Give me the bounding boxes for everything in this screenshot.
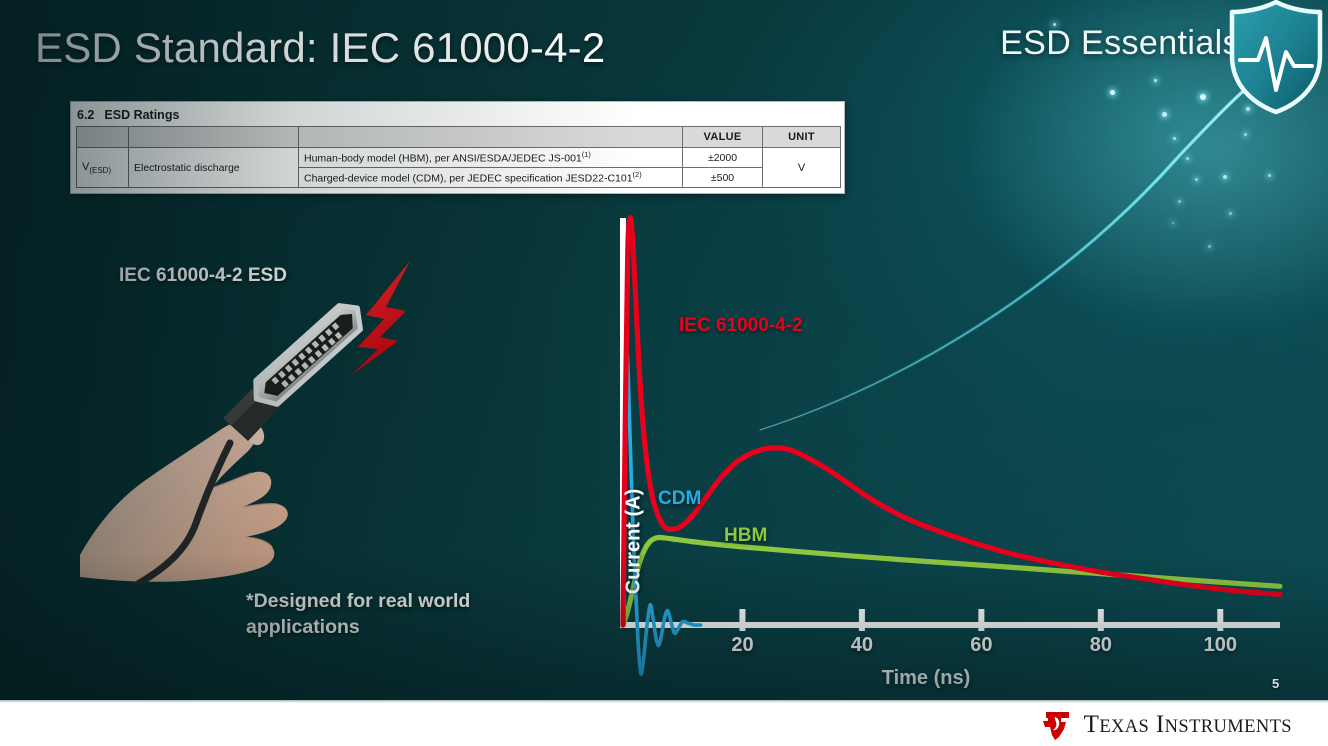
sparkle: [1172, 222, 1174, 224]
chart-series-iec-61000-4-2: [620, 215, 1283, 628]
footnote-marker: (2): [632, 170, 642, 180]
shield-pulse-icon: [1229, 0, 1323, 115]
illustration-label: IEC 61000-4-2 ESD: [119, 265, 287, 286]
hand-holding-hdmi-connector-with-esd-strike: [80, 261, 410, 585]
curve-label-cdm: CDM: [658, 488, 702, 509]
sparkle: [1223, 175, 1227, 179]
cell-unit: V: [762, 146, 841, 189]
page-number: 5: [1272, 676, 1280, 691]
footer-divider: [0, 700, 1328, 703]
chart-series-hbm: [620, 534, 1283, 628]
chart-x-tick-label: 100: [1190, 634, 1250, 657]
sparkle: [1268, 174, 1271, 177]
cell-description-cdm: Charged-device model (CDM), per JEDEC sp…: [298, 167, 683, 189]
section-number: 6.2: [77, 108, 95, 122]
sparkle: [1178, 200, 1181, 203]
footnote-marker: (1): [581, 150, 591, 159]
cell-symbol: V(ESD): [76, 146, 129, 189]
sparkle: [1229, 212, 1232, 215]
ti-word-exas: EXAS: [1099, 717, 1150, 737]
ti-word-t: T: [1083, 711, 1100, 738]
sparkle: [1162, 112, 1167, 117]
header-blank-parameter: [128, 126, 299, 148]
esd-waveform-chart: Current (A) Time (ns) IEC 61000-4-2 CDM …: [566, 200, 1306, 700]
bottom-vignette: [0, 553, 1328, 703]
cell-parameter: Electrostatic discharge: [128, 146, 299, 189]
texas-instruments-wordmark: TEXAS INSTRUMENTS: [1084, 711, 1292, 739]
note-text: *Designed for real world applications: [246, 589, 546, 640]
chart-x-ticks: [739, 609, 1224, 631]
table-header-row: VALUE UNIT: [76, 126, 841, 148]
sparkle: [1173, 137, 1176, 140]
cell-value-hbm: ±2000: [682, 146, 763, 169]
sparkle: [1053, 23, 1056, 26]
sparkle: [1110, 90, 1115, 95]
cell-value-cdm: ±500: [682, 167, 763, 189]
brand-label: ESD Essentials: [1000, 24, 1240, 62]
chart-x-axis-label: Time (ns): [826, 667, 1026, 690]
chart-x-tick-label: 20: [712, 634, 772, 657]
sparkle: [1246, 107, 1250, 111]
sparkle: [1154, 79, 1157, 82]
chart-series-cdm: [621, 338, 703, 676]
header-blank-symbol: [76, 126, 129, 148]
slide-canvas: ESD Standard: IEC 61000-4-2 ESD Essentia…: [0, 0, 1328, 703]
sparkle: [1195, 178, 1198, 181]
sparkle: [1208, 245, 1211, 248]
chart-x-tick-label: 60: [951, 634, 1011, 657]
section-title: ESD Ratings: [104, 108, 180, 122]
chart-x-tick-label: 40: [832, 634, 892, 657]
sparkle: [1244, 133, 1247, 136]
decorative-swoosh: [758, 0, 1328, 432]
header-unit: UNIT: [762, 126, 841, 148]
esd-ratings-table-card: 6.2 ESD Ratings VALUE UNIT V(ESD) Electro…: [70, 101, 845, 195]
header-value: VALUE: [682, 126, 763, 148]
symbol-main: V: [82, 160, 90, 173]
slide-title: ESD Standard: IEC 61000-4-2: [35, 24, 606, 71]
curve-label-hbm: HBM: [724, 525, 768, 546]
table-row: Charged-device model (CDM), per JEDEC sp…: [77, 167, 841, 189]
chart-curves: [620, 215, 1283, 676]
symbol-subscript: (ESD): [89, 165, 112, 175]
table-row: V(ESD) Electrostatic discharge Human-bod…: [76, 146, 841, 189]
desc-text: Human-body model (HBM), per ANSI/ESDA/JE…: [304, 152, 582, 165]
footer-bar: [0, 703, 1328, 746]
sparkle: [1186, 157, 1189, 160]
chart-plot-area: [620, 215, 1283, 676]
esd-ratings-table: VALUE UNIT V(ESD) Electrostatic discharg…: [76, 126, 841, 189]
texas-instruments-logo: TEXAS INSTRUMENTS: [1039, 709, 1292, 741]
ti-word-nstruments: NSTRUMENTS: [1164, 717, 1292, 737]
cell-description-hbm: Human-body model (HBM), per ANSI/ESDA/JE…: [298, 146, 683, 169]
table-section-heading: 6.2 ESD Ratings: [71, 106, 844, 126]
curve-label-iec: IEC 61000-4-2: [679, 315, 803, 336]
ti-word-i: I: [1155, 711, 1165, 738]
header-blank-description: [298, 126, 683, 148]
texas-instruments-logo-icon: [1042, 712, 1069, 740]
desc-text: Charged-device model (CDM), per JEDEC sp…: [304, 172, 633, 185]
chart-x-tick-label: 80: [1071, 634, 1131, 657]
sparkle: [1200, 94, 1206, 100]
